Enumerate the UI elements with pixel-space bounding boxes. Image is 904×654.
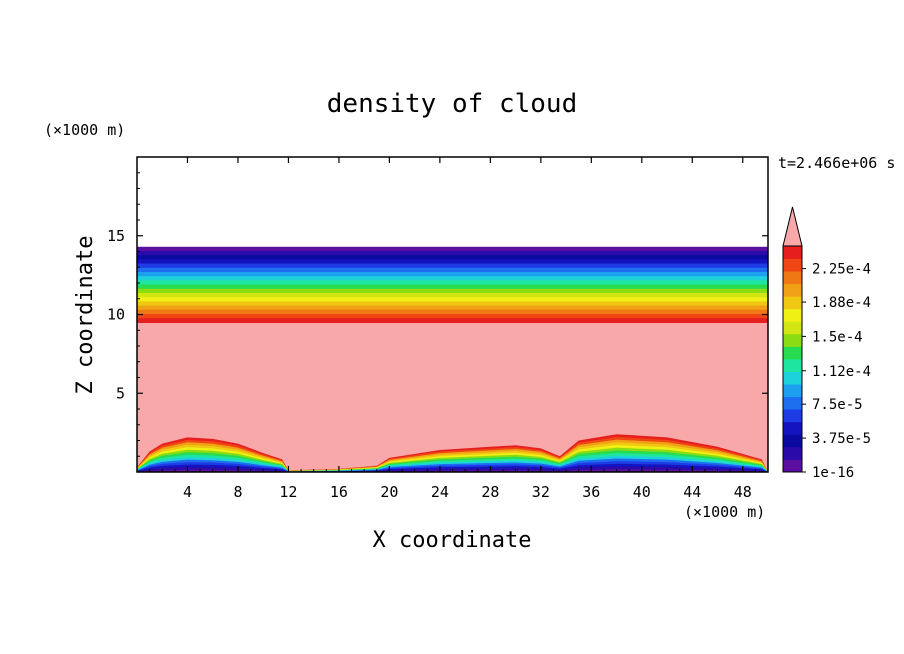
x-unit-label: (×1000 m) — [684, 503, 765, 521]
z-tick-label: 15 — [107, 227, 125, 245]
colorbar-swatch — [783, 271, 802, 285]
colorbar-swatch — [783, 346, 802, 360]
cloud-layer-band — [137, 284, 768, 290]
cloud-layer-band — [137, 263, 768, 269]
x-tick-label: 48 — [734, 483, 752, 501]
colorbar-swatch — [783, 446, 802, 460]
x-tick-label: 16 — [330, 483, 348, 501]
colorbar-swatch — [783, 296, 802, 310]
colorbar-swatch — [783, 371, 802, 385]
cloud-layer-band — [137, 313, 768, 319]
x-tick-label: 8 — [233, 483, 242, 501]
x-tick-label: 28 — [481, 483, 499, 501]
colorbar-label: 1.12e-4 — [812, 364, 871, 380]
colorbar-swatch — [783, 321, 802, 335]
colorbar-label: 1.88e-4 — [812, 295, 871, 311]
cloud-layer-band — [137, 246, 768, 252]
colorbar-label: 1.5e-4 — [812, 329, 863, 345]
cloud-layer-band — [137, 318, 768, 323]
x-tick-label: 32 — [532, 483, 550, 501]
x-tick-label: 4 — [183, 483, 192, 501]
colorbar-swatch — [783, 409, 802, 423]
colorbar-label: 1e-16 — [812, 465, 854, 481]
x-tick-label: 20 — [380, 483, 398, 501]
z-axis: 5 10 15 — [107, 172, 768, 457]
z-axis-label: Z coordinate — [73, 236, 98, 395]
chart-title: density of cloud — [327, 89, 577, 119]
cloud-layer-band — [137, 297, 768, 302]
colorbar-swatch — [783, 421, 802, 435]
colorbar-swatch — [783, 384, 802, 398]
cloud-layer-band — [137, 309, 768, 315]
cloud-layer-band — [137, 292, 768, 298]
cloud-layer-band — [137, 305, 768, 311]
colorbar: 2.25e-4 1.88e-4 1.5e-4 1.12e-4 7.5e-5 3.75e-5… — [782, 206, 871, 481]
x-tick-label: 40 — [633, 483, 651, 501]
x-tick-label: 44 — [683, 483, 701, 501]
cloud-layer-band — [137, 280, 768, 286]
x-axis-label: X coordinate — [373, 528, 532, 553]
z-unit-label: (×1000 m) — [44, 121, 125, 139]
cloud-layer-band — [137, 288, 768, 294]
cloud-layer-band — [137, 276, 768, 281]
z-tick-label: 5 — [116, 384, 125, 402]
x-tick-label: 12 — [279, 483, 297, 501]
colorbar-frame — [782, 245, 803, 473]
colorbar-swatch — [783, 333, 802, 347]
colorbar-label: 3.75e-5 — [812, 431, 871, 447]
x-tick-label: 24 — [431, 483, 449, 501]
colorbar-extend-arrow — [782, 206, 803, 247]
z-tick-label: 10 — [107, 306, 125, 324]
colorbar-swatch — [783, 396, 802, 410]
x-axis: 4 8 12 16 20 24 28 32 36 40 44 48 — [149, 157, 756, 501]
cloud-layer-band — [137, 250, 768, 256]
colorbar-swatch — [783, 459, 802, 473]
colorbar-swatch — [783, 359, 802, 372]
x-tick-label: 36 — [582, 483, 600, 501]
cloud-layer-band — [137, 271, 768, 277]
colorbar-swatch — [783, 283, 802, 297]
time-label: t=2.466e+06 s — [778, 154, 895, 172]
cloud-layer-band — [137, 301, 768, 307]
colorbar-swatch — [783, 308, 802, 322]
colorbar-label: 7.5e-5 — [812, 397, 863, 413]
cloud-layer-band — [137, 267, 768, 273]
colorbar-swatch — [783, 258, 802, 272]
cloud-layer-band — [137, 255, 768, 260]
cloud-layer-band — [137, 259, 768, 265]
colorbar-swatch — [783, 434, 802, 448]
colorbar-swatch — [783, 246, 802, 259]
plot-area — [137, 246, 768, 472]
colorbar-label: 2.25e-4 — [812, 262, 871, 278]
